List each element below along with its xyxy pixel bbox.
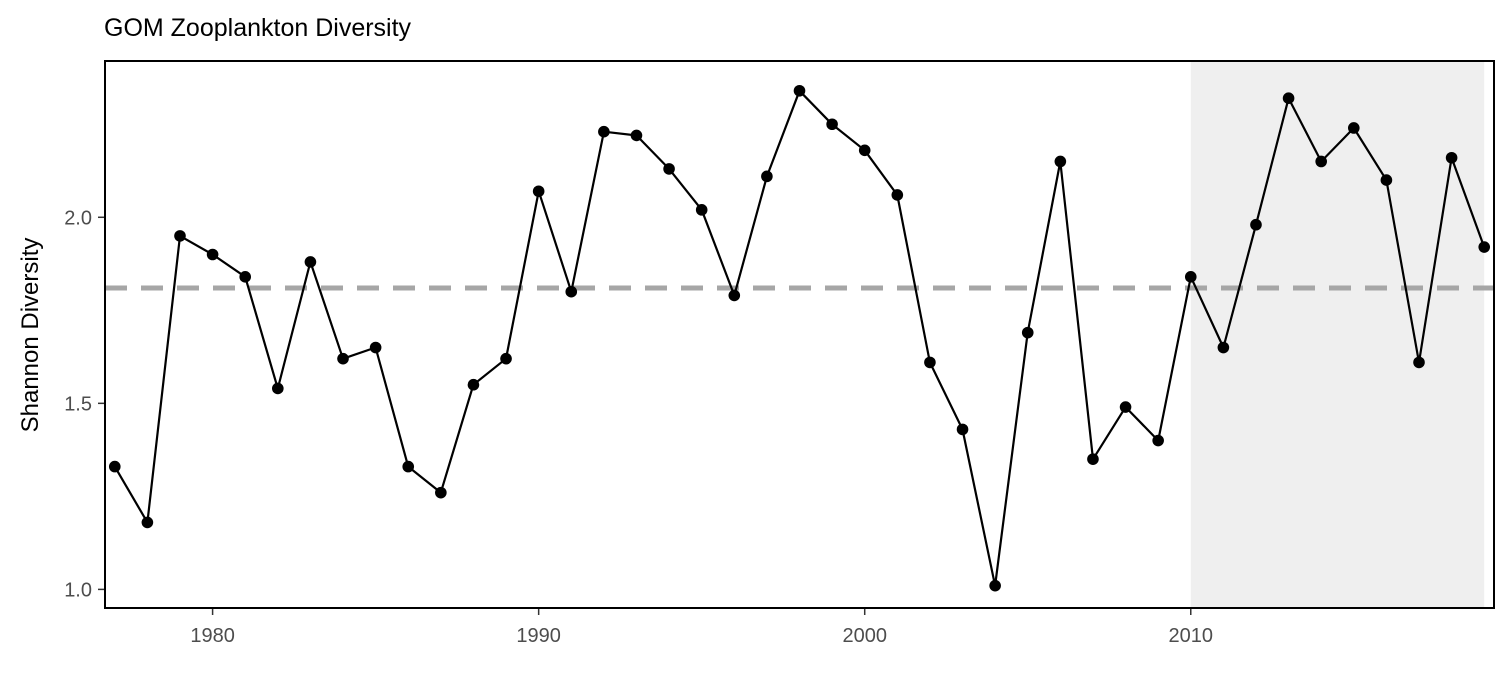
data-point — [630, 129, 643, 142]
data-point — [239, 271, 252, 283]
data-point — [108, 460, 121, 473]
data-point — [1250, 218, 1262, 231]
data-point — [402, 460, 415, 473]
data-point — [1347, 122, 1360, 134]
data-point — [728, 289, 741, 302]
axes-layer: 1980 1990 2000 2010 1.0 1.5 2.0 — [64, 207, 1213, 647]
series-layer — [108, 84, 1491, 592]
data-point — [1282, 92, 1295, 105]
x-tick-label: 2010 — [1169, 625, 1214, 647]
data-point — [695, 204, 708, 216]
data-point — [1380, 174, 1393, 186]
data-point — [858, 144, 871, 157]
recent-period-shade — [1190, 61, 1485, 608]
data-point — [663, 163, 675, 175]
data-point — [793, 84, 806, 97]
x-tick-label: 1990 — [516, 625, 561, 647]
data-point — [826, 118, 838, 131]
y-tick-label: 1.5 — [64, 393, 92, 415]
data-point — [141, 516, 154, 529]
data-point — [206, 248, 219, 261]
data-point — [565, 285, 578, 298]
data-point — [1119, 401, 1132, 413]
data-point — [500, 352, 512, 365]
data-point — [1054, 155, 1067, 168]
data-point — [1152, 434, 1164, 447]
data-point — [1478, 241, 1491, 253]
data-point — [598, 125, 610, 138]
data-point — [272, 382, 284, 395]
data-point — [956, 423, 969, 436]
data-point — [1184, 271, 1197, 283]
data-point — [174, 230, 186, 242]
data-point — [1021, 326, 1034, 339]
data-point — [891, 189, 904, 201]
data-point — [761, 170, 773, 183]
y-tick-label: 1.0 — [64, 579, 92, 601]
x-tick-label: 2000 — [842, 625, 887, 647]
data-point — [1445, 151, 1458, 164]
data-point — [369, 341, 382, 354]
data-point — [532, 185, 545, 198]
data-point — [435, 486, 447, 499]
data-point — [467, 378, 480, 391]
data-point — [1413, 356, 1425, 369]
x-tick-label: 1980 — [190, 625, 235, 647]
data-point — [989, 579, 1001, 592]
plot-frame — [104, 60, 1495, 609]
data-point — [1315, 155, 1327, 168]
data-point — [924, 356, 936, 369]
data-point — [337, 352, 349, 365]
y-axis-label: Shannon Diversity — [17, 238, 44, 433]
y-tick-label: 2.0 — [64, 207, 92, 229]
data-point — [1087, 453, 1099, 465]
chart-title: GOM Zooplankton Diversity — [104, 14, 412, 42]
data-point — [304, 256, 317, 268]
data-point — [1217, 341, 1230, 354]
